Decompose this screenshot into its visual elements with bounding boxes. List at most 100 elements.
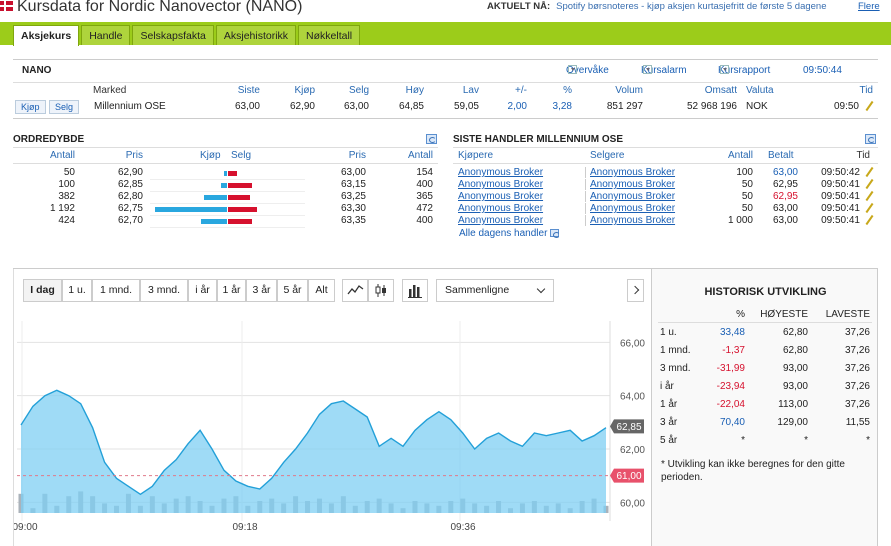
ob-header-kjop: Kjøp bbox=[200, 150, 221, 161]
volume: 851 297 bbox=[606, 101, 643, 112]
more-news-link[interactable]: Flere bbox=[858, 1, 880, 12]
seller-link[interactable]: Anonymous Broker bbox=[590, 203, 676, 214]
x-tick-label: 09:18 bbox=[232, 522, 257, 533]
trade-time: 09:50:41 bbox=[821, 191, 860, 202]
tr-header-qty: Antall bbox=[727, 150, 753, 161]
buyer-link[interactable]: Anonymous Broker bbox=[458, 203, 544, 214]
news-link[interactable]: Spotify børsnoteres - kjøp aksjen kurtas… bbox=[556, 1, 827, 12]
bid-price: 62,90 bbox=[289, 101, 315, 112]
refresh-icon[interactable] bbox=[426, 134, 437, 144]
ob-header-ask-qty: Antall bbox=[407, 150, 433, 161]
history-pct: 70,40 bbox=[719, 417, 745, 428]
row-divider bbox=[150, 191, 305, 192]
seller-link[interactable]: Anonymous Broker bbox=[590, 191, 676, 202]
bid-quantity: 382 bbox=[58, 191, 75, 202]
divider bbox=[658, 322, 872, 323]
bid-price: 62,70 bbox=[117, 215, 143, 226]
currency: NOK bbox=[746, 101, 768, 112]
all-trades-link[interactable]: Alle dagens handler bbox=[459, 228, 561, 239]
history-period: 1 mnd. bbox=[660, 345, 691, 356]
divider bbox=[453, 147, 878, 148]
price-report-link[interactable]: Kursrapport bbox=[718, 64, 771, 76]
reference-label: 61,00 bbox=[616, 471, 641, 482]
range-5y-button[interactable]: 5 år bbox=[277, 279, 308, 302]
history-low: 37,26 bbox=[844, 381, 870, 392]
tab-selskapsfakta[interactable]: Selskapsfakta bbox=[132, 25, 214, 45]
popup-icon bbox=[550, 229, 561, 238]
trend-icon bbox=[863, 215, 873, 228]
price-alert-link[interactable]: Kursalarm bbox=[641, 64, 687, 76]
compare-select[interactable]: Sammenligne bbox=[436, 279, 554, 302]
candlestick-chart-button[interactable] bbox=[368, 279, 394, 302]
bar-chart-icon bbox=[408, 285, 422, 298]
seller-link[interactable]: Anonymous Broker bbox=[590, 167, 676, 178]
trade-time: 09:50:41 bbox=[821, 215, 860, 226]
history-high: 129,00 bbox=[777, 417, 808, 428]
ask-price: 63,35 bbox=[340, 215, 366, 226]
history-period: 1 u. bbox=[660, 327, 677, 338]
ask-depth-bar bbox=[228, 183, 252, 188]
price-change-pct: 3,28 bbox=[552, 101, 572, 112]
x-tick-label: 09:00 bbox=[14, 522, 38, 533]
column-divider bbox=[585, 191, 586, 202]
bid-depth-bar bbox=[201, 219, 227, 224]
column-divider bbox=[585, 215, 586, 226]
range-ytd-button[interactable]: i år bbox=[188, 279, 217, 302]
sell-button[interactable]: Selg bbox=[49, 100, 80, 114]
range-3y-button[interactable]: 3 år bbox=[246, 279, 277, 302]
header-marked: Marked bbox=[93, 85, 127, 96]
buyer-link[interactable]: Anonymous Broker bbox=[458, 167, 544, 178]
range-today-button[interactable]: I dag bbox=[23, 279, 62, 302]
seller-link[interactable]: Anonymous Broker bbox=[590, 179, 676, 190]
tab-nokkeltall[interactable]: Nøkkeltall bbox=[298, 25, 361, 45]
range-1y-button[interactable]: 1 år bbox=[217, 279, 246, 302]
trade-price: 63,00 bbox=[772, 203, 798, 214]
trade-price: 63,00 bbox=[772, 215, 798, 226]
ask-quantity: 400 bbox=[416, 215, 433, 226]
tab-handle[interactable]: Handle bbox=[81, 25, 131, 45]
line-chart-button[interactable] bbox=[342, 279, 368, 302]
bid-quantity: 50 bbox=[63, 167, 75, 178]
y-tick-label: 66,00 bbox=[620, 338, 645, 349]
trend-up-icon bbox=[863, 215, 873, 225]
watch-link[interactable]: Overvåke bbox=[566, 64, 609, 76]
divider bbox=[13, 82, 878, 83]
buyer-link[interactable]: Anonymous Broker bbox=[458, 191, 544, 202]
bid-price: 62,90 bbox=[117, 167, 143, 178]
refresh-icon[interactable] bbox=[865, 134, 876, 144]
buyer-link[interactable]: Anonymous Broker bbox=[458, 215, 544, 226]
ask-quantity: 365 bbox=[416, 191, 433, 202]
range-all-button[interactable]: Alt bbox=[308, 279, 335, 302]
seller-link[interactable]: Anonymous Broker bbox=[590, 215, 676, 226]
range-1w-button[interactable]: 1 u. bbox=[62, 279, 92, 302]
history-note: * Utvikling kan ikke beregnes for den gi… bbox=[661, 459, 845, 483]
header-omsatt: Omsatt bbox=[704, 85, 737, 96]
ask-quantity: 472 bbox=[416, 203, 433, 214]
chevron-right-icon[interactable] bbox=[627, 279, 644, 302]
norway-flag-icon bbox=[0, 1, 13, 11]
trade-price: 62,95 bbox=[772, 179, 798, 190]
history-period: 3 år bbox=[660, 417, 678, 428]
buy-button[interactable]: Kjøp bbox=[15, 100, 46, 114]
quote-time: 09:50:44 bbox=[803, 65, 842, 76]
history-low: 37,26 bbox=[844, 399, 870, 410]
last-price-label: 62,85 bbox=[616, 422, 641, 433]
history-pct: -1,37 bbox=[722, 345, 745, 356]
history-high: 113,00 bbox=[778, 399, 808, 410]
bid-quantity: 1 192 bbox=[49, 203, 75, 214]
ask-depth-bar bbox=[228, 219, 252, 224]
y-tick-label: 62,00 bbox=[620, 445, 645, 456]
history-pct: * bbox=[741, 435, 745, 446]
range-1m-button[interactable]: 1 mnd. bbox=[92, 279, 140, 302]
y-tick-label: 60,00 bbox=[620, 498, 645, 509]
volume-chart-button[interactable] bbox=[402, 279, 428, 302]
range-3m-button[interactable]: 3 mnd. bbox=[140, 279, 188, 302]
buyer-link[interactable]: Anonymous Broker bbox=[458, 179, 544, 190]
news-label: AKTUELT NÅ: bbox=[487, 1, 551, 12]
row-divider bbox=[150, 215, 305, 216]
tab-aksjehistorikk[interactable]: Aksjehistorikk bbox=[215, 25, 297, 45]
divider bbox=[13, 163, 438, 164]
row-divider bbox=[150, 203, 305, 204]
trend-up-icon bbox=[863, 191, 873, 201]
tab-aksjekurs[interactable]: Aksjekurs bbox=[13, 25, 80, 46]
